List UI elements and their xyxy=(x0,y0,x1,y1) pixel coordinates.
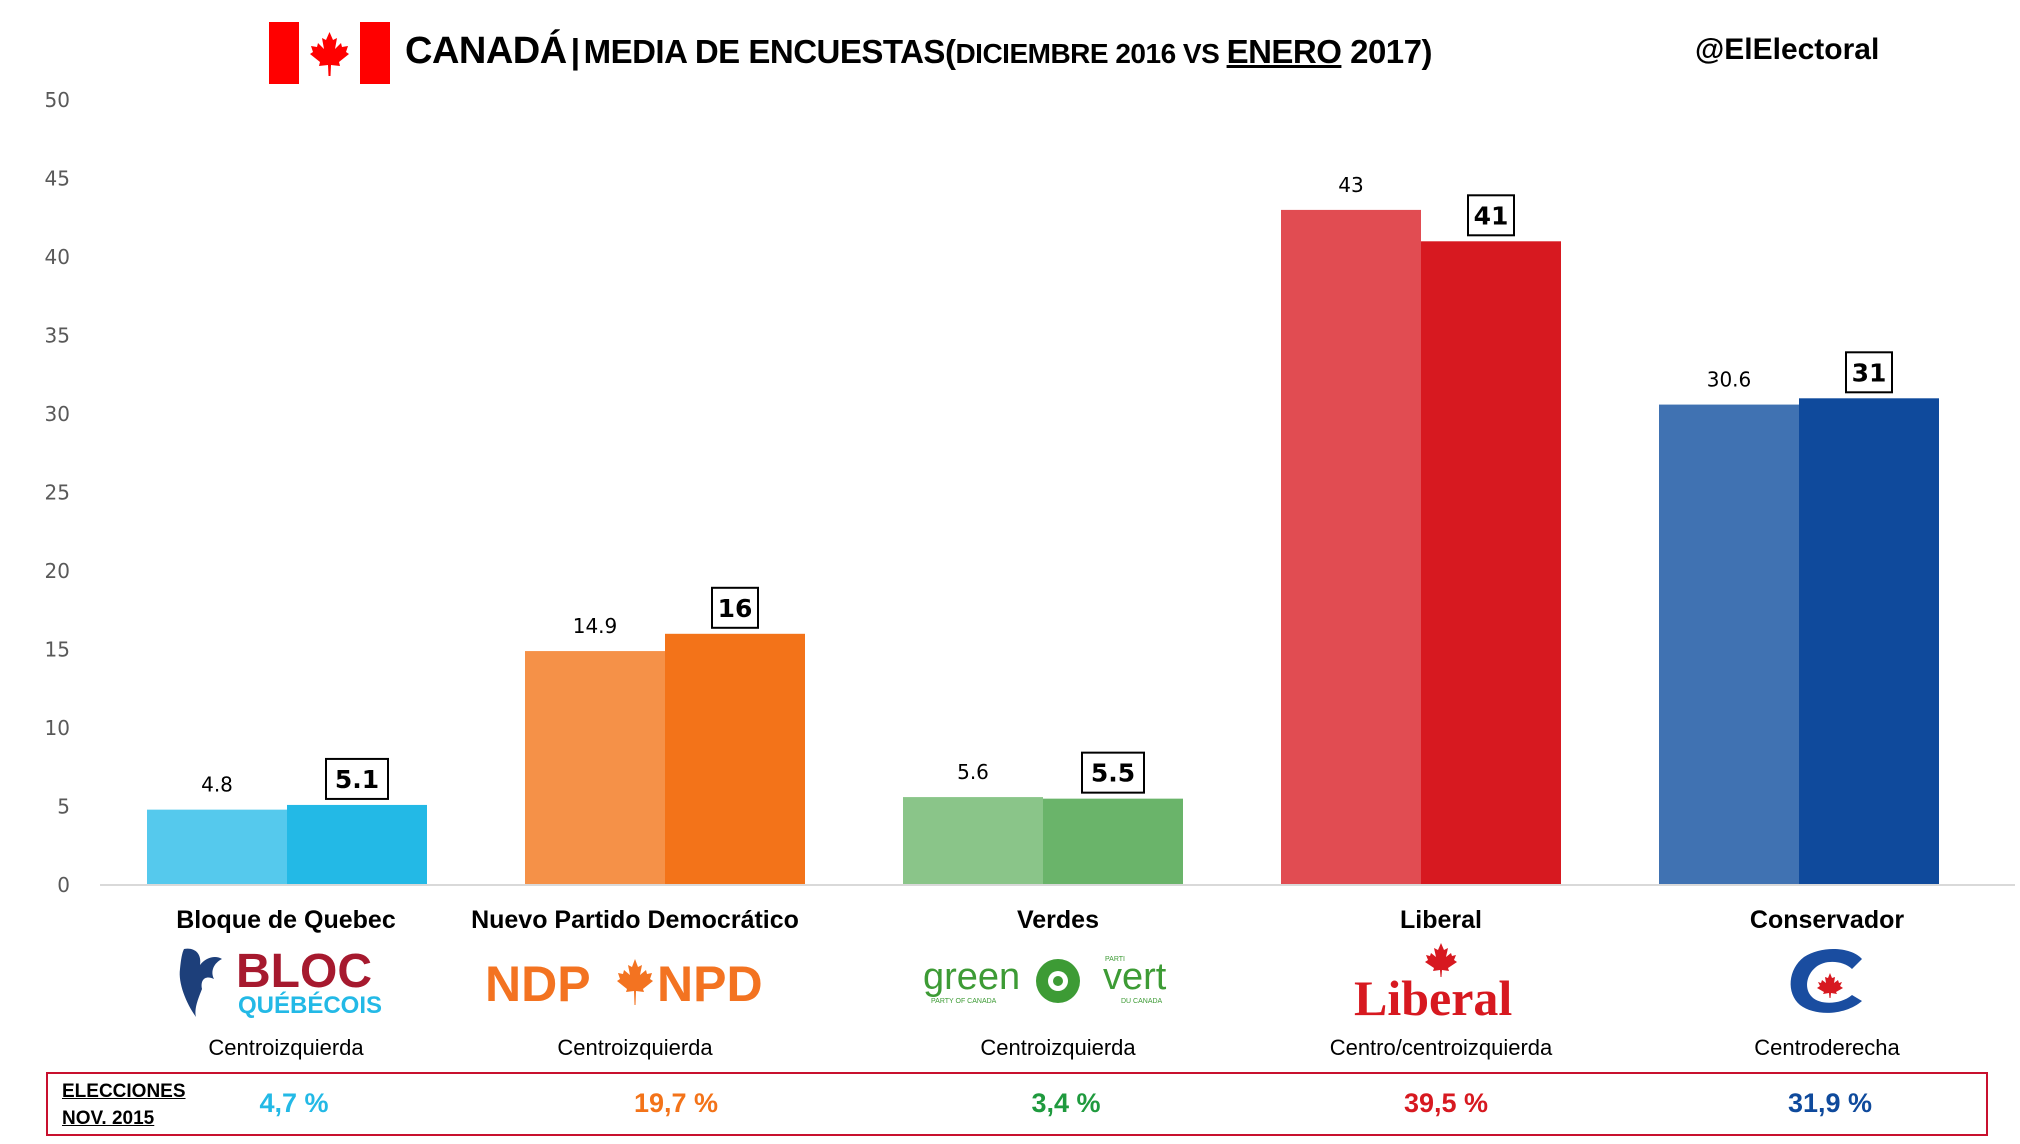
y-tick-label: 5 xyxy=(57,795,70,819)
bar-dec-2016 xyxy=(903,797,1043,885)
title-paren: ( xyxy=(944,33,956,70)
data-label-boxed: 16 xyxy=(718,594,753,623)
party-ideology: Centro/centroizquierda xyxy=(1329,1035,1553,1060)
party-name: Liberal xyxy=(1400,906,1482,934)
svg-text:PARTI: PARTI xyxy=(1105,956,1125,963)
bar-dec-2016 xyxy=(1659,404,1799,885)
y-tick-label: 0 xyxy=(57,873,70,897)
party-name: Verdes xyxy=(1016,906,1099,934)
data-label-box xyxy=(1081,751,1145,794)
party-liberal: Liberal Liberal Centro/centroizquierda xyxy=(1251,906,1631,1061)
ndp-logo: NDP NPD xyxy=(445,941,825,1021)
data-label: 14.9 xyxy=(573,614,618,638)
y-tick-label: 40 xyxy=(45,245,70,269)
data-label-box xyxy=(711,586,759,629)
result-bloc: 4,7 % xyxy=(259,1088,329,1118)
header: CANADÁ | MEDIA DE ENCUESTAS(DICIEMBRE 20… xyxy=(0,0,2020,100)
canada-flag-icon xyxy=(269,22,390,84)
bar-dec-2016 xyxy=(525,651,665,885)
y-axis: 0 5 10 15 20 25 30 35 40 45 50 xyxy=(45,88,70,897)
results-label: ELECCIONES NOV. 2015 xyxy=(62,1078,186,1132)
y-tick-label: 50 xyxy=(45,88,70,112)
conservative-logo xyxy=(1637,941,2017,1021)
green-party-logo: green PARTY OF CANADA vert PARTI DU CANA… xyxy=(868,941,1248,1021)
title-separator: | xyxy=(570,33,581,71)
party-green: Verdes green PARTY OF CANADA vert PARTI … xyxy=(868,906,1248,1061)
title-period-c: 2017) xyxy=(1341,33,1432,70)
result-conservative: 31,9 % xyxy=(1787,1088,1873,1118)
data-label: 30.6 xyxy=(1707,368,1752,392)
data-label-box xyxy=(1845,351,1893,394)
svg-text:vert: vert xyxy=(1103,956,1167,998)
party-bloc: Bloque de Quebec BLOC QUÉBÉCOIS Centroiz… xyxy=(96,906,476,1061)
result-ndp: 19,7 % xyxy=(633,1088,719,1118)
svg-text:PARTY OF CANADA: PARTY OF CANADA xyxy=(931,998,997,1005)
data-label: 5.6 xyxy=(957,760,989,784)
party-name: Nuevo Partido Democrático xyxy=(471,906,799,934)
svg-text:Liberal: Liberal xyxy=(1354,970,1512,1019)
party-ideology: Centroizquierda xyxy=(208,1035,364,1060)
party-ideology: Centroizquierda xyxy=(557,1035,713,1060)
data-label-boxed: 41 xyxy=(1474,201,1509,230)
bar-jan-2017 xyxy=(1043,798,1183,885)
y-tick-label: 25 xyxy=(45,481,70,505)
bar-jan-2017 xyxy=(665,633,805,885)
bar-dec-2016 xyxy=(147,809,287,885)
data-label-box xyxy=(1467,194,1515,237)
data-label-boxed: 5.5 xyxy=(1091,759,1135,788)
bloc-quebecois-logo: BLOC QUÉBÉCOIS xyxy=(96,941,476,1021)
data-label-box xyxy=(325,757,389,800)
party-name: Conservador xyxy=(1749,906,1905,934)
bar-jan-2017 xyxy=(1799,398,1939,885)
bars xyxy=(147,209,1939,886)
y-tick-label: 20 xyxy=(45,559,70,583)
liberal-logo: Liberal xyxy=(1251,941,1631,1021)
data-label: 4.8 xyxy=(201,773,233,797)
data-label-boxed: 31 xyxy=(1852,358,1887,387)
party-ndp: Nuevo Partido Democrático NDP NPD Centro… xyxy=(445,906,825,1061)
svg-text:NDP: NDP xyxy=(485,956,591,1011)
y-tick-label: 15 xyxy=(45,638,70,662)
party-ideology: Centroderecha xyxy=(1754,1035,1900,1060)
svg-text:NPD: NPD xyxy=(657,956,763,1011)
bar-jan-2017 xyxy=(1421,241,1561,886)
title-period-b: ENERO xyxy=(1226,33,1342,70)
title-period-a: DICIEMBRE 2016 VS xyxy=(955,38,1227,69)
svg-text:QUÉBÉCOIS: QUÉBÉCOIS xyxy=(238,991,382,1019)
title-main: MEDIA DE ENCUESTAS xyxy=(583,33,946,70)
election-results-2015: ELECCIONES NOV. 2015 4,7 % 19,7 % 3,4 % … xyxy=(46,1072,1988,1136)
bar-dec-2016 xyxy=(1281,209,1421,885)
svg-text:BLOC: BLOC xyxy=(236,945,372,998)
party-name: Bloque de Quebec xyxy=(176,906,396,934)
data-label: 43 xyxy=(1338,173,1363,197)
svg-text:green: green xyxy=(923,956,1020,998)
svg-text:DU CANADA: DU CANADA xyxy=(1121,998,1163,1005)
y-tick-label: 10 xyxy=(45,716,70,740)
title-country: CANADÁ xyxy=(405,30,567,72)
party-conservative: Conservador Centroderecha xyxy=(1637,906,2017,1061)
twitter-handle: @ElElectoral xyxy=(1695,33,1880,66)
results-label-line1: ELECCIONES xyxy=(62,1081,186,1102)
result-liberal: 39,5 % xyxy=(1403,1088,1489,1118)
chart-title: CANADÁ | MEDIA DE ENCUESTAS(DICIEMBRE 20… xyxy=(405,30,1432,73)
results-label-line2: NOV. 2015 xyxy=(62,1108,155,1129)
party-ideology: Centroizquierda xyxy=(980,1035,1136,1060)
y-tick-label: 45 xyxy=(45,167,70,191)
data-labels: 4.8 5.1 14.9 16 5.6 5.5 43 41 30.6 31 xyxy=(201,173,1893,800)
result-green: 3,4 % xyxy=(1031,1088,1101,1118)
bar-jan-2017 xyxy=(287,804,427,885)
y-tick-label: 35 xyxy=(45,324,70,348)
y-tick-label: 30 xyxy=(45,402,70,426)
data-label-boxed: 5.1 xyxy=(335,765,379,794)
